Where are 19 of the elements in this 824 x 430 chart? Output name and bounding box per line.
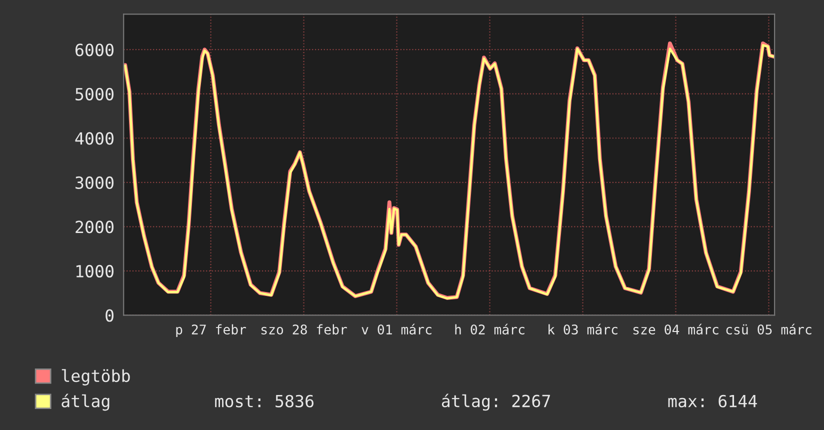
x-tick-label: k 03 márc bbox=[548, 324, 618, 334]
y-tick-label: 1000 bbox=[76, 264, 114, 278]
legend-label: átlag bbox=[62, 394, 110, 411]
text: most: 5836 bbox=[215, 394, 314, 408]
x-tick-label: szo 28 febr bbox=[261, 324, 347, 334]
y-tick-label: 5000 bbox=[76, 88, 114, 100]
text: átlag: 2267 bbox=[442, 394, 550, 411]
x-tick-label: v 01 márc bbox=[362, 324, 432, 334]
y-tick-label: 0 bbox=[106, 309, 114, 322]
y-tick-label: 6000 bbox=[76, 44, 114, 56]
x-tick-label: csü 05 márc bbox=[726, 324, 812, 334]
y-tick-label: 2000 bbox=[76, 220, 114, 234]
legend-label: legtöbb bbox=[62, 369, 130, 386]
x-tick-label: h 02 márc bbox=[455, 324, 524, 334]
x-tick-label: p 27 febr bbox=[176, 324, 246, 338]
x-tick-label: sze 04 márc bbox=[633, 324, 718, 334]
text: max: 6144 bbox=[668, 394, 757, 408]
y-tick-label: 4000 bbox=[75, 132, 114, 145]
y-tick-label: 3000 bbox=[76, 176, 114, 190]
